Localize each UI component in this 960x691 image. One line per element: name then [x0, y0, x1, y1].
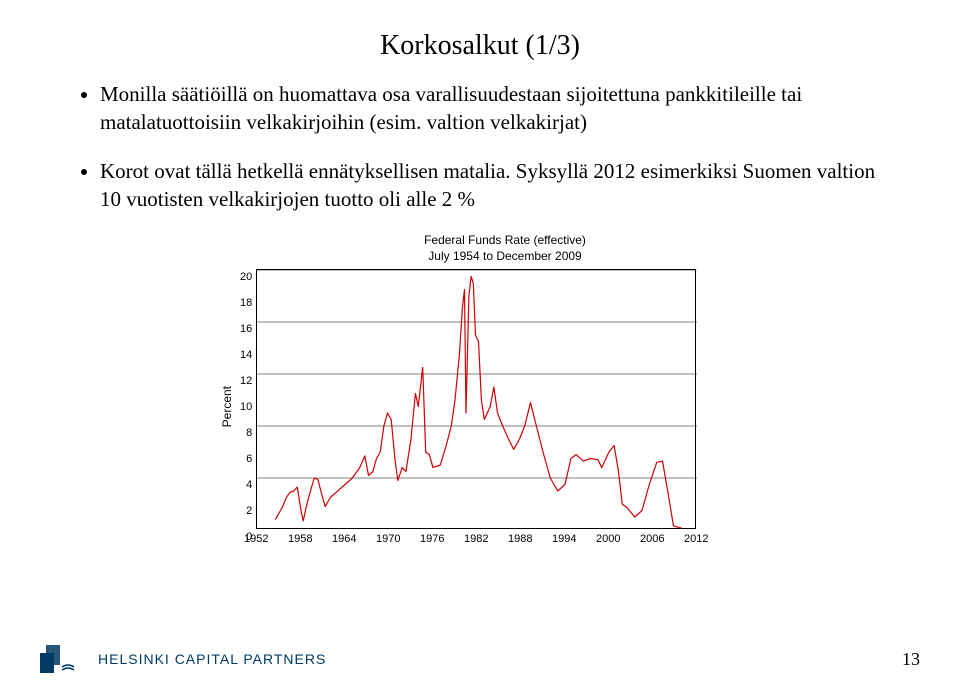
chart-xtick: 1958 — [285, 533, 315, 545]
chart-xtick: 2006 — [637, 533, 667, 545]
chart-xtick: 1988 — [505, 533, 535, 545]
chart-xtick: 1970 — [373, 533, 403, 545]
chart-xtick: 1976 — [417, 533, 447, 545]
brand-text: HELSINKI CAPITAL PARTNERS — [98, 651, 326, 667]
chart-xtick: 2012 — [681, 533, 711, 545]
chart-title: Federal Funds Rate (effective) July 1954… — [270, 233, 740, 264]
chart-xtick: 1964 — [329, 533, 359, 545]
bullet-item: Korot ovat tällä hetkellä ennätyksellise… — [100, 157, 900, 214]
chart-xtick: 2000 — [593, 533, 623, 545]
chart-yticks: 20181614121086420 — [240, 277, 252, 537]
brand-logo: HELSINKI CAPITAL PARTNERS — [40, 645, 326, 673]
bullet-item: Monilla säätiöillä on huomattava osa var… — [100, 80, 900, 137]
chart-plot-area — [256, 269, 696, 529]
chart-xtick: 1994 — [549, 533, 579, 545]
page-number: 13 — [902, 649, 920, 670]
bullet-list: Monilla säätiöillä on huomattava osa var… — [60, 80, 900, 213]
slide-title: Korkosalkut (1/3) — [60, 30, 900, 62]
footer: HELSINKI CAPITAL PARTNERS 13 — [40, 645, 920, 673]
chart-xticks: 1952195819641970197619821988199420002006… — [256, 533, 696, 545]
chart-title-line2: July 1954 to December 2009 — [428, 249, 581, 263]
chart-xtick: 1982 — [461, 533, 491, 545]
chart-container: Federal Funds Rate (effective) July 1954… — [220, 233, 740, 544]
logo-icon — [40, 645, 88, 673]
chart-svg — [257, 270, 697, 530]
chart-ylabel: Percent — [220, 386, 234, 427]
chart-title-line1: Federal Funds Rate (effective) — [424, 233, 586, 247]
chart-xtick: 1952 — [241, 533, 271, 545]
